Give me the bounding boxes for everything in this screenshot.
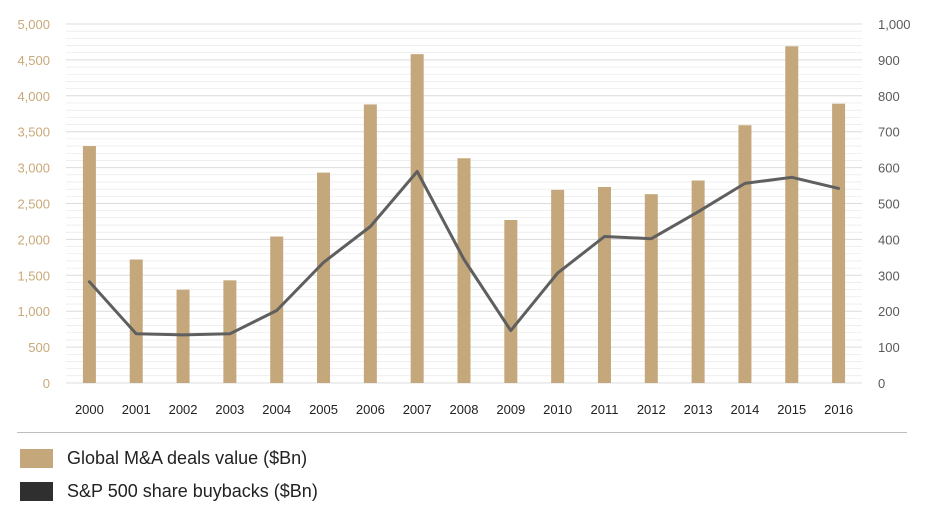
- left-tick-label: 1,500: [17, 268, 50, 283]
- bar-2006: [363, 104, 377, 383]
- bar-2001: [129, 259, 143, 383]
- bar-2015: [785, 46, 799, 384]
- x-tick-label-2008: 2008: [450, 402, 479, 417]
- right-tick-label: 800: [878, 89, 900, 104]
- right-axis-ticks: 0 100 200 300 400 500 600 700 800 900 1,000: [878, 17, 911, 391]
- right-tick-label: 500: [878, 197, 900, 212]
- line-series: [87, 170, 841, 337]
- x-tick-label-2000: 2000: [75, 402, 104, 417]
- bar-2010: [551, 189, 565, 383]
- x-tick-label-2011: 2011: [590, 402, 618, 417]
- right-tick-label: 200: [878, 304, 900, 319]
- right-tick-label: 1,000: [878, 17, 911, 32]
- x-tick-label-2012: 2012: [637, 402, 666, 417]
- left-tick-label: 3,500: [17, 125, 50, 140]
- left-tick-label: 4,500: [17, 53, 50, 68]
- left-tick-label: 3,000: [17, 161, 50, 176]
- x-tick-label-2002: 2002: [169, 402, 198, 417]
- bar-2013: [691, 180, 705, 383]
- x-tick-label-2009: 2009: [496, 402, 525, 417]
- right-tick-label: 700: [878, 125, 900, 140]
- left-tick-label: 2,000: [17, 232, 50, 247]
- x-tick-label-2006: 2006: [356, 402, 385, 417]
- x-tick-label-2007: 2007: [403, 402, 432, 417]
- legend-swatch-line: [20, 481, 53, 501]
- x-tick-label-2014: 2014: [730, 402, 759, 417]
- right-tick-label: 600: [878, 161, 900, 176]
- x-tick-label-2010: 2010: [543, 402, 572, 417]
- left-tick-label: 0: [43, 376, 50, 391]
- legend-divider: [17, 432, 907, 433]
- bar-2009: [504, 220, 518, 383]
- right-tick-label: 300: [878, 268, 900, 283]
- left-tick-label: 4,000: [17, 89, 50, 104]
- right-tick-label: 900: [878, 53, 900, 68]
- legend-swatch-bars: [20, 448, 53, 468]
- bar-2014: [738, 125, 752, 383]
- bar-2000: [82, 146, 96, 383]
- bar-2011: [597, 186, 611, 383]
- x-tick-label-2013: 2013: [684, 402, 713, 417]
- bar-2016: [832, 103, 846, 383]
- legend-label-bars: Global M&A deals value ($Bn): [67, 447, 308, 468]
- right-tick-label: 400: [878, 232, 900, 247]
- legend-item-ma-deals: Global M&A deals value ($Bn): [20, 446, 318, 470]
- bar-2008: [457, 158, 471, 383]
- left-tick-label: 5,000: [17, 17, 50, 32]
- left-tick-label: 500: [28, 340, 50, 355]
- legend: Global M&A deals value ($Bn) S&P 500 sha…: [20, 446, 318, 512]
- legend-item-buybacks: S&P 500 share buybacks ($Bn): [20, 479, 318, 503]
- combo-chart: 0 500 1,000 1,500 2,000 2,500 3,000 3,500 4,000 4…: [17, 17, 911, 417]
- x-tick-label-2005: 2005: [309, 402, 338, 417]
- x-tick-label-2004: 2004: [262, 402, 291, 417]
- legend-label-line: S&P 500 share buybacks ($Bn): [67, 480, 318, 501]
- x-tick-label-2003: 2003: [215, 402, 244, 417]
- right-tick-label: 0: [878, 376, 885, 391]
- bar-2005: [317, 172, 331, 383]
- left-tick-label: 1,000: [17, 304, 50, 319]
- x-axis-ticks: 2000 2001 2002 2003 2004 2005 2006 2007 2008 2009…: [75, 402, 853, 417]
- right-tick-label: 100: [878, 340, 900, 355]
- x-tick-label-2015: 2015: [777, 402, 806, 417]
- bar-2003: [223, 280, 237, 383]
- bar-2012: [644, 194, 658, 383]
- left-tick-label: 2,500: [17, 197, 50, 212]
- left-axis-ticks: 0 500 1,000 1,500 2,000 2,500 3,000 3,500 4,000 4…: [17, 17, 50, 391]
- bar-2007: [410, 54, 424, 383]
- x-tick-label-2001: 2001: [122, 402, 151, 417]
- x-tick-label-2016: 2016: [824, 402, 853, 417]
